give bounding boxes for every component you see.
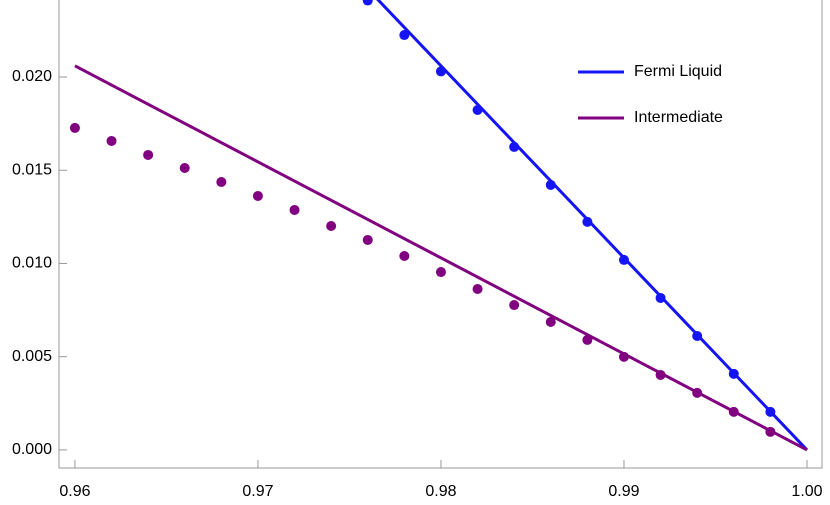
data-point xyxy=(216,176,227,187)
data-point xyxy=(655,292,666,303)
legend-label: Intermediate xyxy=(634,109,723,126)
data-point xyxy=(143,149,154,160)
data-point xyxy=(399,30,410,41)
data-point xyxy=(545,179,556,190)
data-point xyxy=(472,284,483,295)
line xyxy=(74,64,808,452)
y-tick-label: 0.010 xyxy=(12,255,52,272)
x-tick-label: 1.00 xyxy=(791,483,822,500)
data-point xyxy=(692,330,703,341)
data-point xyxy=(399,251,410,262)
data-point xyxy=(728,406,739,417)
legend-label: Fermi Liquid xyxy=(634,63,722,80)
data-point xyxy=(472,105,483,116)
data-point xyxy=(618,351,629,362)
data-point xyxy=(252,190,263,201)
y-tick-label: 0.000 xyxy=(12,441,52,458)
data-point xyxy=(179,162,190,173)
data-point xyxy=(435,66,446,77)
data-point xyxy=(765,426,776,437)
data-point xyxy=(362,0,373,6)
x-tick-label: 0.97 xyxy=(242,483,273,500)
data-point xyxy=(289,204,300,215)
plot-area xyxy=(69,0,809,452)
data-point xyxy=(765,406,776,417)
y-tick-label: 0.020 xyxy=(12,68,52,85)
x-tick-label: 0.99 xyxy=(608,483,639,500)
data-point xyxy=(326,220,337,231)
data-point xyxy=(435,267,446,278)
data-point xyxy=(618,254,629,265)
x-tick-label: 0.98 xyxy=(425,483,456,500)
data-point xyxy=(582,216,593,227)
data-point xyxy=(509,141,520,152)
x-tick-label: 0.96 xyxy=(59,483,90,500)
data-point xyxy=(106,135,117,146)
data-point xyxy=(582,334,593,345)
data-point xyxy=(362,234,373,245)
data-point xyxy=(509,300,520,311)
y-tick-label: 0.015 xyxy=(12,161,52,178)
data-point xyxy=(545,317,556,328)
data-point xyxy=(692,387,703,398)
y-tick-label: 0.005 xyxy=(12,348,52,365)
line xyxy=(376,0,809,451)
data-point xyxy=(728,368,739,379)
data-point xyxy=(69,122,80,133)
data-point xyxy=(655,369,666,380)
